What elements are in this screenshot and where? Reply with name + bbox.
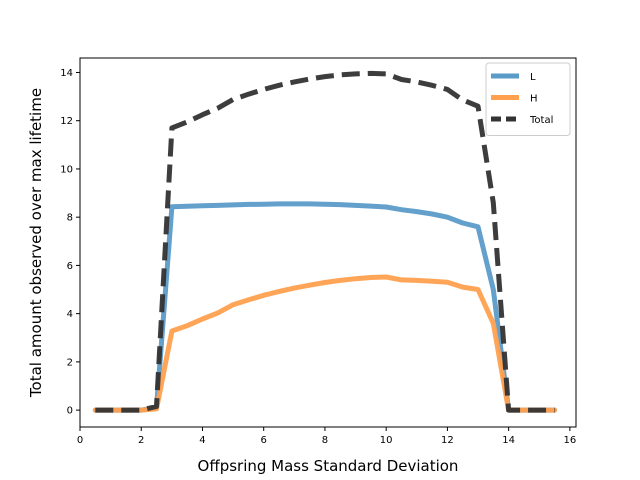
x-tick-label: 2 [138, 435, 144, 446]
x-axis: 0 2 4 6 8 10 12 14 16 [77, 427, 576, 446]
x-tick-label: 16 [564, 435, 577, 446]
y-tick-label: 0 [67, 406, 73, 417]
x-tick-label: 8 [322, 435, 328, 446]
legend-label-total: Total [529, 115, 553, 126]
series-line-l [92, 201, 558, 413]
x-tick-label: 6 [261, 435, 267, 446]
y-tick-label: 6 [67, 261, 73, 272]
x-tick-label: 10 [380, 435, 393, 446]
legend-label-h: H [530, 94, 538, 105]
series-line-total [95, 70, 555, 413]
x-tick-label: 12 [441, 435, 454, 446]
x-tick-label: 14 [502, 435, 515, 446]
y-tick-label: 4 [67, 309, 73, 320]
x-tick-label: 4 [199, 435, 205, 446]
plot-frame [79, 57, 577, 428]
x-tick-label: 0 [77, 435, 83, 446]
legend: LH Total [485, 62, 571, 136]
series-layer [92, 70, 558, 413]
x-axis-title: Offpsring Mass Standard Deviation [198, 457, 459, 475]
y-axis: 0 2 4 6 8 10 12 14 [60, 68, 80, 417]
series-line-h [92, 274, 558, 413]
legend-label-l: L [530, 72, 536, 83]
y-tick-label: 10 [60, 164, 73, 175]
y-tick-label: 2 [67, 357, 73, 368]
y-tick-label: 12 [60, 116, 73, 127]
y-axis-title: Total amount observed over max lifetime [27, 88, 45, 398]
y-tick-label: 14 [60, 68, 73, 79]
y-tick-label: 8 [67, 213, 73, 224]
